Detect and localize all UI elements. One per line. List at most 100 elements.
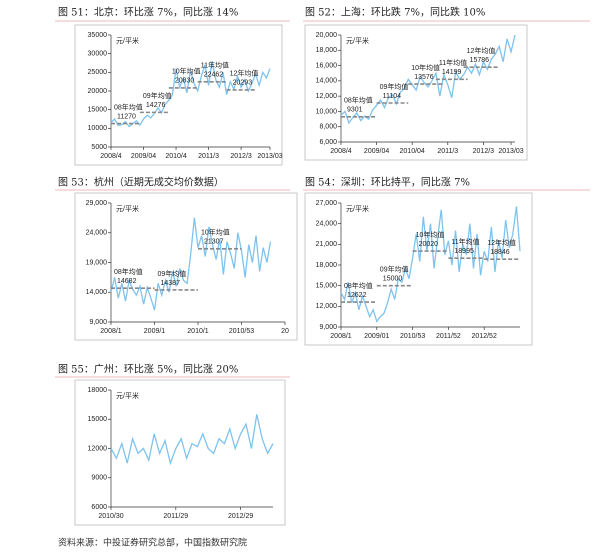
chart-title: 图 53：杭州（近期无成交均价数据）: [58, 176, 224, 189]
mean-value: 15000: [383, 276, 403, 283]
unit-label: 元/平米: [116, 391, 139, 400]
x-tick-label: 2011/3: [437, 148, 458, 155]
y-tick-label: 12000: [88, 445, 108, 452]
mean-name: 12年均值: [230, 69, 259, 78]
mean-name: 09年均值: [380, 265, 409, 274]
mean-value: 20830: [175, 78, 195, 85]
x-tick-label: 2010/04: [400, 148, 425, 155]
x-tick-label: 20: [281, 328, 289, 335]
x-tick-label: 2012/3: [473, 148, 495, 155]
mean-value: 21307: [204, 239, 224, 246]
y-tick-label: 14,000: [316, 78, 338, 85]
y-tick-label: 30000: [88, 51, 108, 58]
x-tick-label: 2013/03: [498, 148, 523, 155]
y-tick-label: 18,000: [316, 47, 338, 54]
y-tick-label: 35000: [88, 32, 108, 39]
chart-frame: [74, 192, 298, 341]
y-tick-label: 10,000: [316, 108, 338, 115]
y-tick-label: 15,000: [316, 283, 338, 290]
mean-name: 09年均值: [143, 91, 172, 100]
y-tick-label: 18000: [88, 387, 108, 394]
mean-name: 08年均值: [344, 96, 373, 105]
y-tick-label: 21,000: [316, 241, 338, 248]
price-line: [110, 61, 271, 128]
mean-name: 11年均值: [451, 237, 479, 246]
mean-value: 13576: [414, 74, 434, 81]
chart-title: 图 54：深圳：环比持平，同比涨 7%: [305, 176, 470, 189]
y-tick-label: 12,000: [316, 93, 338, 100]
chart-frame: [304, 24, 528, 161]
x-tick-label: 2009/01: [364, 333, 389, 340]
mean-name: 10年均值: [172, 67, 201, 76]
mean-value: 9301: [347, 107, 363, 114]
y-tick-label: 16,000: [316, 62, 338, 69]
price-line: [110, 414, 274, 466]
mean-value: 14276: [146, 102, 166, 109]
unit-label: 元/平米: [116, 36, 139, 45]
y-tick-label: 12,000: [316, 303, 338, 310]
x-tick-label: 2013/03: [257, 153, 282, 160]
x-tick-label: 2009/04: [131, 153, 156, 160]
mean-value: 22462: [204, 72, 224, 79]
y-tick-label: 18,000: [316, 262, 338, 269]
mean-name: 11年均值: [201, 61, 229, 70]
mean-value: 20293: [233, 80, 253, 87]
mean-name: 10年均值: [416, 230, 445, 239]
price-line: [340, 206, 521, 323]
x-tick-label: 2010/1: [187, 328, 209, 335]
chart-frame: [304, 192, 533, 346]
mean-value: 12622: [347, 292, 367, 299]
y-tick-label: 20,000: [316, 32, 338, 39]
y-tick-label: 25000: [88, 69, 108, 76]
y-tick-label: 9,000: [319, 324, 337, 331]
chart-title: 图 51：北京：环比涨 7%，同比涨 14%: [58, 6, 238, 19]
y-tick-label: 9,000: [89, 319, 107, 326]
y-tick-label: 19,000: [86, 259, 108, 266]
x-tick-label: 2010/30: [98, 513, 123, 520]
mean-name: 12年均值: [487, 238, 516, 247]
y-tick-label: 6000: [91, 504, 107, 511]
x-tick-label: 2012/3: [230, 153, 252, 160]
mean-value: 14387: [161, 280, 181, 287]
mean-value: 18995: [454, 248, 474, 255]
mean-name: 12年均值: [467, 46, 496, 55]
chart-title: 图 52：上海：环比跌 7%，同比跌 10%: [305, 6, 485, 19]
mean-value: 14199: [442, 69, 462, 76]
mean-value: 11270: [117, 113, 136, 120]
chart-frame: [74, 24, 283, 166]
mean-name: 08年均值: [114, 102, 143, 111]
unit-label: 元/平米: [346, 204, 369, 213]
unit-label: 元/平米: [346, 36, 369, 45]
y-tick-label: 6,000: [319, 139, 337, 146]
y-tick-label: 5000: [91, 144, 107, 151]
y-tick-label: 24,000: [86, 230, 108, 237]
x-tick-label: 2008/4: [330, 148, 352, 155]
y-tick-label: 15000: [88, 107, 108, 114]
x-tick-label: 2009/1: [144, 328, 166, 335]
y-tick-label: 9000: [91, 475, 107, 482]
mean-value: 20020: [419, 241, 439, 248]
y-tick-label: 20000: [88, 88, 108, 95]
x-tick-label: 2010/53: [229, 328, 254, 335]
unit-label: 元/平米: [116, 204, 139, 213]
mean-value: 15786: [470, 57, 490, 64]
mean-name: 10年均值: [201, 228, 230, 237]
x-tick-label: 2012/52: [472, 333, 497, 340]
source-note: 资料来源：中投证券研究总部，中国指数研究院: [58, 537, 247, 549]
x-tick-label: 2008/1: [330, 333, 352, 340]
price-line: [340, 34, 516, 125]
x-tick-label: 2010/53: [400, 333, 425, 340]
mean-value: 14682: [117, 278, 137, 285]
mean-name: 08年均值: [114, 267, 143, 276]
mean-name: 11年均值: [439, 58, 467, 67]
y-tick-label: 29,000: [86, 200, 108, 207]
y-tick-label: 14,000: [86, 289, 108, 296]
x-tick-label: 2008/4: [100, 153, 122, 160]
y-tick-label: 15000: [88, 416, 108, 423]
x-tick-label: 2008/1: [100, 328, 122, 335]
y-tick-label: 10000: [88, 125, 108, 132]
mean-name: 09年均值: [380, 82, 409, 91]
mean-name: 10年均值: [411, 63, 440, 72]
x-tick-label: 2012/29: [228, 513, 253, 520]
